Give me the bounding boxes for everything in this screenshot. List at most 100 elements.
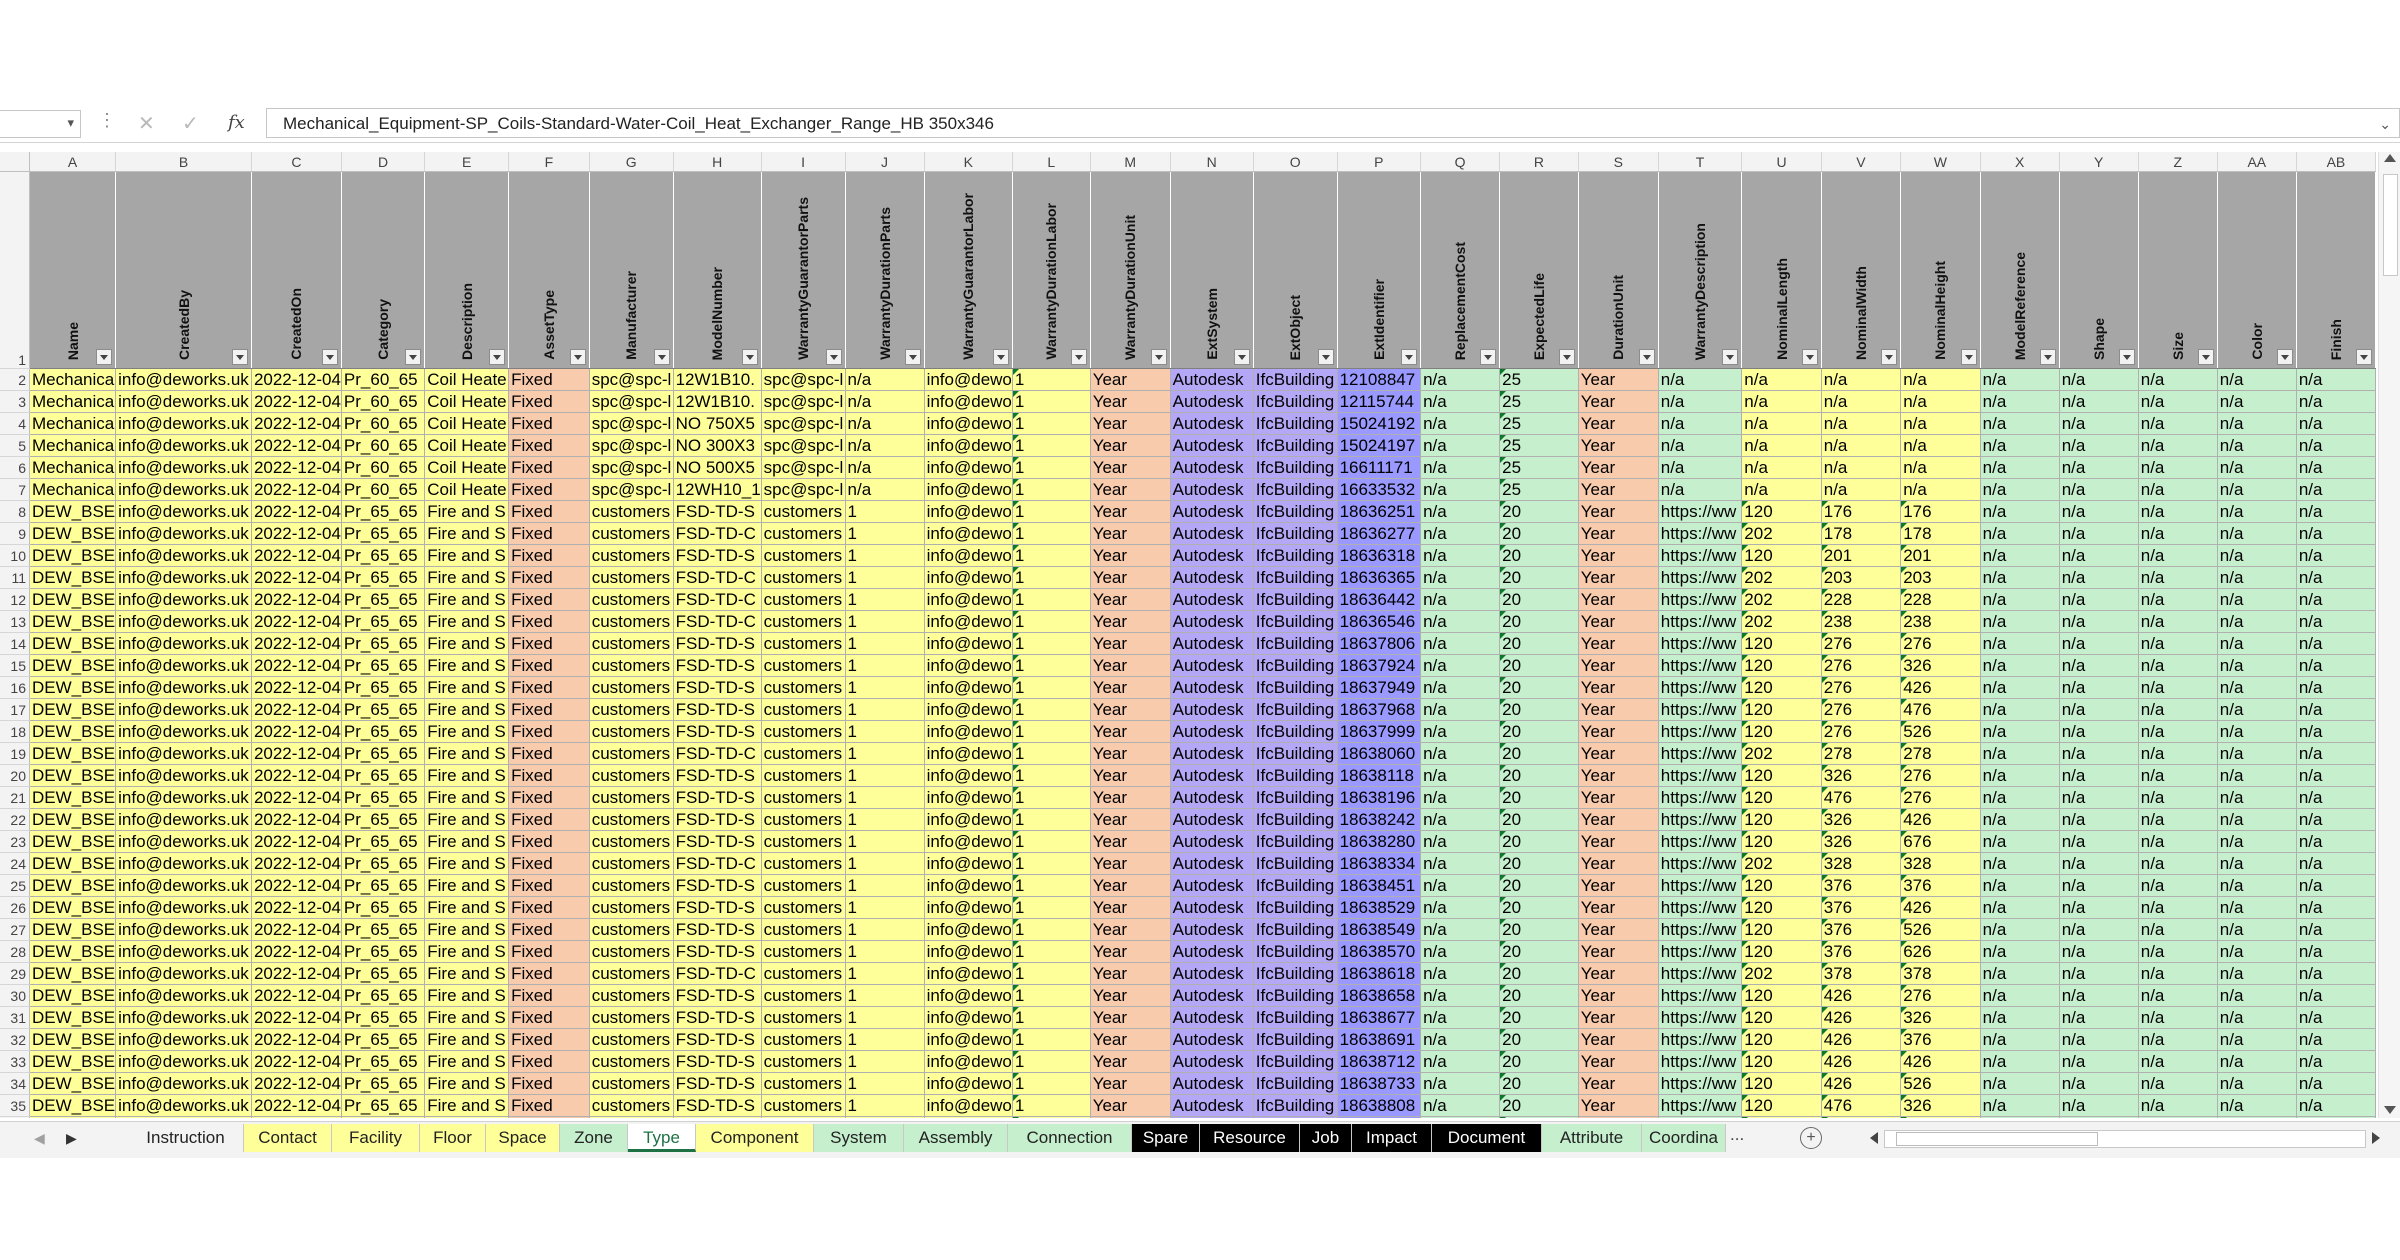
cell[interactable]: 1 [1012, 874, 1091, 897]
cell[interactable]: 1 [845, 1072, 925, 1095]
cell[interactable]: n/a [2217, 830, 2297, 853]
cell[interactable]: 20 [1499, 698, 1579, 721]
filter-dropdown-icon[interactable] [405, 349, 422, 365]
cell[interactable]: Autodesk [1170, 1028, 1254, 1051]
cell[interactable]: customers [761, 940, 846, 963]
cell[interactable]: 376 [1821, 918, 1902, 941]
cell[interactable]: n/a [1980, 940, 2060, 963]
add-sheet-icon[interactable]: + [1800, 1127, 1822, 1149]
cell[interactable]: Pr_65_65 [341, 962, 426, 985]
row-header[interactable]: 36 [0, 1116, 30, 1118]
cell[interactable]: Fixed [508, 610, 590, 633]
cell[interactable]: 1 [1012, 500, 1091, 523]
cell[interactable]: 1 [845, 654, 925, 677]
cell[interactable]: 1 [1012, 830, 1091, 853]
cell[interactable]: 20 [1499, 1050, 1579, 1073]
cell[interactable]: DEW_BSE [29, 676, 117, 699]
cell[interactable]: n/a [1980, 676, 2060, 699]
cell[interactable]: n/a [2296, 500, 2376, 523]
name-box[interactable]: ▾ [0, 110, 81, 138]
cell[interactable]: https://ww [1658, 544, 1743, 567]
cell[interactable]: customers [589, 786, 674, 809]
cell[interactable]: Fixed [508, 940, 590, 963]
row-header[interactable]: 26 [0, 896, 30, 919]
cell[interactable]: Fire and S [424, 984, 510, 1007]
row-header[interactable]: 20 [0, 764, 30, 787]
cell[interactable]: Fixed [508, 852, 590, 875]
chevron-down-icon[interactable]: ▾ [67, 115, 74, 130]
cell[interactable]: 25 [1499, 390, 1579, 413]
cell[interactable]: 476 [1821, 786, 1902, 809]
formula-input[interactable]: Mechanical_Equipment-SP_Coils-Standard-W… [266, 108, 2400, 138]
cell[interactable]: NO 750X5 [673, 412, 762, 435]
cell[interactable]: IfcBuilding [1253, 1006, 1338, 1029]
cell[interactable]: 2022-12-04 [251, 940, 342, 963]
cell[interactable]: n/a [2296, 918, 2376, 941]
filter-dropdown-icon[interactable] [2276, 349, 2293, 365]
formula-bar-grip-icon[interactable]: ⋮ [98, 110, 116, 130]
field-header-cell[interactable]: ModelReference [1980, 171, 2060, 369]
insert-function-icon[interactable]: fx [228, 112, 245, 133]
cell[interactable]: 326 [1900, 1094, 1981, 1117]
cell[interactable]: customers [589, 764, 674, 787]
cell[interactable]: DEW_BSE [29, 1050, 117, 1073]
cell[interactable]: Autodesk [1170, 588, 1254, 611]
cell[interactable]: n/a [2217, 654, 2297, 677]
cell[interactable]: n/a [2217, 1006, 2297, 1029]
cell[interactable]: Fixed [508, 676, 590, 699]
cell[interactable]: IfcBuilding [1253, 1072, 1338, 1095]
cell[interactable]: Year [1578, 478, 1659, 501]
column-header[interactable]: A [29, 152, 117, 172]
cell[interactable]: Year [1578, 808, 1659, 831]
row-header[interactable]: 25 [0, 874, 30, 897]
cell[interactable]: info@dewo [924, 852, 1013, 875]
field-header-cell[interactable]: NominalHeight [1900, 171, 1981, 369]
cell[interactable]: n/a [1420, 522, 1501, 545]
cell[interactable]: Year [1578, 676, 1659, 699]
row-header[interactable]: 34 [0, 1072, 30, 1095]
cell[interactable]: 120 [1741, 654, 1822, 677]
cell[interactable]: 18638808 [1337, 1094, 1422, 1117]
cell[interactable]: 476 [1900, 698, 1981, 721]
cell[interactable]: n/a [2296, 676, 2376, 699]
cell[interactable]: info@dewo [924, 786, 1013, 809]
cell[interactable]: FSD-TD-S [673, 500, 762, 523]
cell[interactable]: 1 [1012, 764, 1091, 787]
cell[interactable]: customers [761, 962, 846, 985]
cell[interactable]: n/a [2138, 390, 2218, 413]
cell[interactable]: n/a [2138, 940, 2218, 963]
cell[interactable]: Pr_60_65 [341, 390, 426, 413]
cell[interactable]: n/a [1420, 500, 1501, 523]
cell[interactable]: 1 [845, 918, 925, 941]
cell[interactable]: Year [1090, 1050, 1171, 1073]
cell[interactable]: https://ww [1658, 632, 1743, 655]
cell[interactable]: 18637806 [1337, 632, 1422, 655]
cell[interactable]: n/a [1420, 1028, 1501, 1051]
cell[interactable]: n/a [2217, 918, 2297, 941]
cell[interactable]: Autodesk [1170, 1094, 1254, 1117]
cell[interactable]: n/a [2059, 456, 2139, 479]
sheet-tab[interactable]: Connection [1008, 1124, 1132, 1152]
cell[interactable]: n/a [1980, 632, 2060, 655]
cell[interactable]: Year [1090, 522, 1171, 545]
cell[interactable]: n/a [2059, 368, 2139, 391]
cell[interactable]: 1 [845, 1028, 925, 1051]
cell[interactable]: IfcBuilding [1253, 940, 1338, 963]
cell[interactable]: 16611171 [1337, 456, 1422, 479]
cell[interactable]: Pr_65_65 [341, 566, 426, 589]
cell[interactable]: 18638658 [1337, 984, 1422, 1007]
cell[interactable]: FSD-TD-S [673, 984, 762, 1007]
cell[interactable]: 2022-12-04 [251, 1094, 342, 1117]
cell[interactable]: Fixed [508, 1094, 590, 1117]
cell[interactable]: Fire and S [424, 1072, 510, 1095]
cell[interactable]: customers [761, 984, 846, 1007]
cell[interactable]: 2022-12-04 [251, 830, 342, 853]
column-header[interactable]: U [1741, 152, 1822, 172]
cell[interactable]: https://ww [1658, 742, 1743, 765]
cell[interactable]: n/a [2059, 522, 2139, 545]
cell[interactable]: n/a [1420, 698, 1501, 721]
sheet-tab[interactable]: Space [486, 1124, 560, 1152]
cell[interactable]: n/a [2138, 500, 2218, 523]
cell[interactable]: n/a [2296, 588, 2376, 611]
cell[interactable]: Year [1578, 1116, 1659, 1118]
